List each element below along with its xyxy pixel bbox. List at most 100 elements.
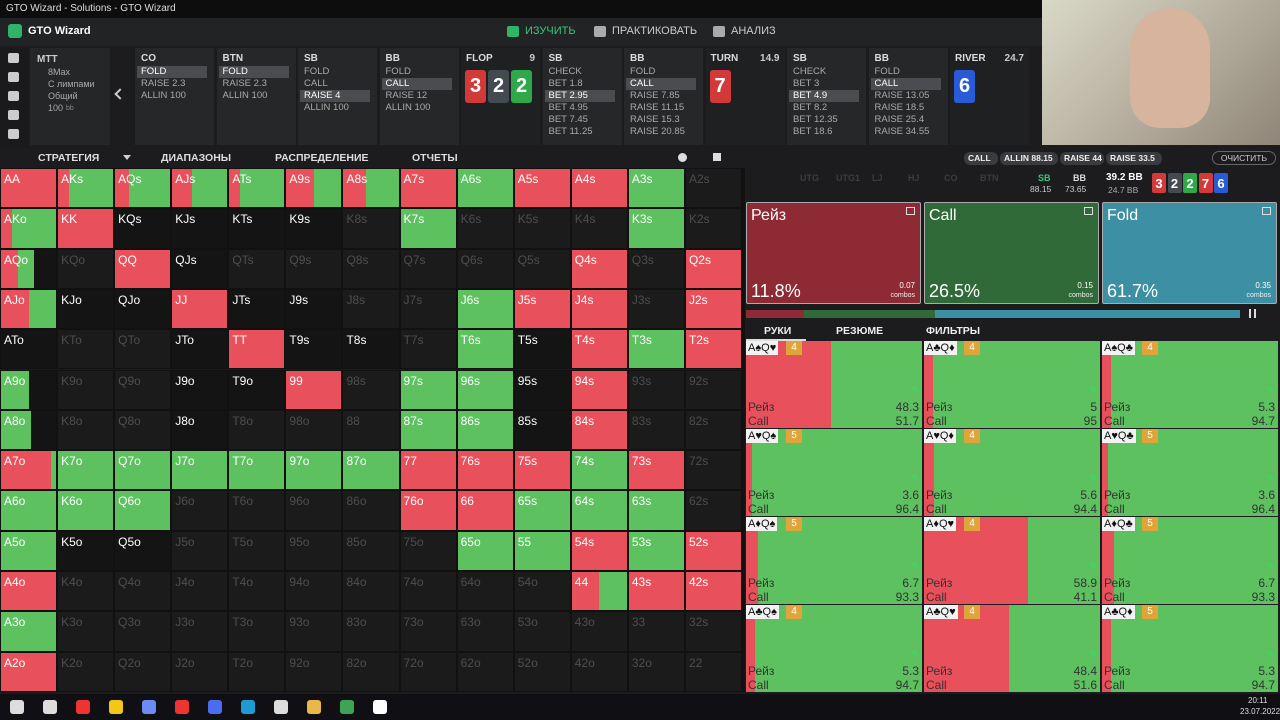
range-cell[interactable]: QJs [171,248,229,289]
range-cell[interactable]: Q2s [684,248,743,289]
range-cell[interactable]: KJs [171,208,229,249]
range-cell[interactable]: 33 [627,611,685,652]
nav-icon[interactable] [594,26,606,37]
action-column[interactable] [379,48,459,145]
range-cell[interactable]: 75s [513,450,571,491]
range-cell[interactable]: AKo [0,208,58,249]
taskbar-icon[interactable] [373,700,387,714]
range-cell[interactable]: K9s [285,208,343,249]
hand-cell[interactable]: A♥Q♦ 4% Рейз Call 5.6 94.4 [924,429,1100,516]
tab[interactable]: СТРАТЕГИЯ [38,152,100,164]
tab[interactable]: ДИАПАЗОНЫ [161,152,232,164]
taskbar-icon[interactable] [241,700,255,714]
taskbar-icon[interactable] [142,700,156,714]
tab[interactable]: РАСПРЕДЕЛЕНИЕ [275,152,369,164]
action-item[interactable]: CALL [626,78,696,90]
action-summary[interactable]: Fold 61.7% 0.35 combos [1102,202,1277,304]
range-cell[interactable]: J9o [171,369,229,410]
range-cell[interactable]: AA [0,168,58,209]
action-item[interactable]: BET 11.25 [548,126,593,137]
range-cell[interactable]: J6o [171,490,229,531]
range-cell[interactable]: 99 [285,369,343,410]
range-cell[interactable]: 32o [627,651,685,692]
range-cell[interactable]: 52s [684,530,743,571]
range-cell[interactable]: AQs [114,168,172,209]
range-cell[interactable]: AKs [57,168,115,209]
range-cell[interactable]: 94s [570,369,628,410]
hand-cell[interactable]: A♥Q♣ 5% Рейз Call 3.6 96.4 [1102,429,1278,516]
taskbar-icon[interactable] [340,700,354,714]
heart-icon[interactable] [678,153,687,162]
range-cell[interactable]: T9s [285,329,343,370]
range-cell[interactable]: 84s [570,409,628,451]
range-cell[interactable]: 83s [627,409,685,451]
range-cell[interactable]: 87o [342,450,400,491]
range-cell[interactable]: 52o [513,651,571,692]
range-cell[interactable]: 54o [513,571,571,612]
range-cell[interactable]: Q8o [114,409,172,451]
range-cell[interactable]: A9s [285,168,343,209]
range-cell[interactable]: 72s [684,450,743,491]
range-cell[interactable]: AQo [0,248,58,289]
nav-item[interactable]: ПРАКТИКОВАТЬ [612,25,698,37]
hand-cell[interactable]: A♦Q♣ 5% Рейз Call 6.7 93.3 [1102,517,1278,604]
taskbar-icon[interactable] [175,700,189,714]
range-cell[interactable]: 97o [285,450,343,491]
range-cell[interactable]: J7s [399,288,457,330]
action-item[interactable]: FOLD [630,66,656,77]
tool-icon[interactable] [8,110,19,120]
range-cell[interactable]: 96s [456,369,514,410]
range-cell[interactable]: Q5s [513,248,571,289]
range-cell[interactable]: K3o [57,611,115,652]
range-cell[interactable]: KTs [228,208,286,249]
clear-button[interactable]: ОЧИСТИТЬ [1212,151,1276,165]
action-item[interactable]: RAISE 13.05 [874,90,930,101]
range-cell[interactable]: 83o [342,611,400,652]
range-cell[interactable]: T4s [570,329,628,370]
range-cell[interactable]: Q3s [627,248,685,289]
range-cell[interactable]: A4s [570,168,628,209]
range-cell[interactable]: 93s [627,369,685,410]
range-cell[interactable]: 43s [627,571,685,612]
range-cell[interactable]: 84o [342,571,400,612]
range-cell[interactable]: A7o [0,450,58,491]
range-cell[interactable]: JTo [171,329,229,370]
range-cell[interactable]: Q4o [114,571,172,612]
range-cell[interactable]: 32s [684,611,743,652]
range-cell[interactable]: K2o [57,651,115,692]
range-cell[interactable]: 82s [684,409,743,451]
filter-chip[interactable]: ALLIN 88.15 [1000,152,1058,165]
tab-dropdown[interactable] [123,155,131,160]
range-cell[interactable]: 85s [513,409,571,451]
range-cell[interactable]: K8s [342,208,400,249]
hand-cell[interactable]: A♦Q♠ 5% Рейз Call 6.7 93.3 [746,517,922,604]
action-item[interactable]: BET 18.6 [793,126,833,137]
range-cell[interactable]: KQs [114,208,172,249]
filter-chip[interactable]: CALL [964,152,998,165]
filter-chip[interactable]: RAISE 44 [1060,152,1104,165]
action-item[interactable]: ALLIN 100 [141,90,186,101]
range-cell[interactable]: 94o [285,571,343,612]
range-cell[interactable]: J4o [171,571,229,612]
range-cell[interactable]: A2s [684,168,743,209]
range-cell[interactable]: QQ [114,248,172,289]
action-item[interactable]: BET 4.9 [789,90,859,102]
action-item[interactable]: FOLD [874,66,900,77]
action-item[interactable]: BET 3 [793,78,820,89]
action-item[interactable]: RAISE 12 [385,90,428,101]
range-cell[interactable]: 97s [399,369,457,410]
range-cell[interactable]: 77 [399,450,457,491]
action-item[interactable]: BET 12.35 [793,114,838,125]
action-item[interactable]: CALL [304,78,328,89]
action-summary[interactable]: Call 26.5% 0.15 combos [924,202,1099,304]
action-item[interactable]: BET 4.95 [548,102,588,113]
range-cell[interactable]: 76o [399,490,457,531]
subtab[interactable]: ФИЛЬТРЫ [926,325,981,337]
range-cell[interactable]: 42o [570,651,628,692]
action-column[interactable] [216,48,296,145]
range-cell[interactable]: K5s [513,208,571,249]
range-cell[interactable]: J5s [513,288,571,330]
range-cell[interactable]: 55 [513,530,571,571]
range-cell[interactable]: K3s [627,208,685,249]
range-cell[interactable]: 65o [456,530,514,571]
